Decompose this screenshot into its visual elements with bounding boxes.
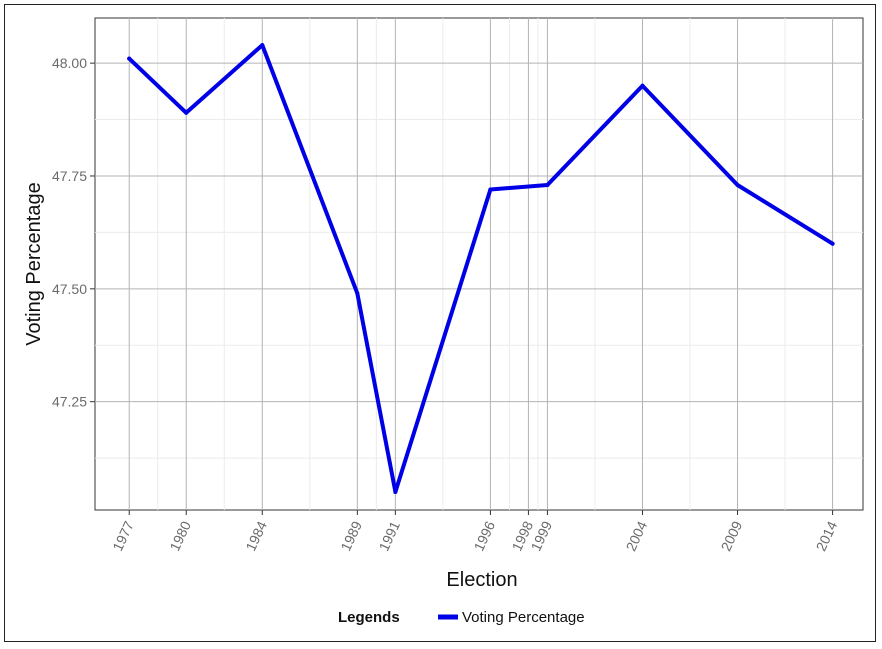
chart-frame: [4, 4, 876, 642]
data-point: [260, 43, 265, 48]
y-tick-label: 47.75: [52, 168, 87, 184]
y-tick-label: 47.50: [52, 281, 87, 297]
x-tick-label: 2004: [623, 518, 651, 553]
series-layer: [127, 43, 835, 494]
y-tick-label: 47.25: [52, 394, 87, 410]
x-tick-label: 1977: [109, 518, 137, 553]
major-grid: [95, 18, 863, 510]
x-tick-label: 1991: [375, 518, 403, 553]
data-point: [127, 56, 132, 61]
data-point: [488, 187, 493, 192]
series-line-voting-percentage: [127, 43, 835, 494]
data-point: [735, 183, 740, 188]
x-tick-label: 1980: [166, 518, 194, 553]
x-tick-label: 2014: [813, 518, 841, 553]
x-tick-label: 1989: [337, 518, 365, 553]
legend-title: Legends: [338, 609, 400, 626]
legend-label-voting-percentage: Voting Percentage: [462, 609, 585, 626]
plot-panel: [94, 17, 864, 511]
y-tick-label: 48.00: [52, 55, 87, 71]
y-axis: 47.25 47.50 47.75 48.00: [52, 55, 95, 410]
data-point: [393, 489, 398, 494]
x-axis-title: Election: [446, 569, 517, 591]
data-point: [830, 241, 835, 246]
y-axis-title: Voting Percentage: [23, 182, 45, 345]
data-point: [184, 110, 189, 115]
x-tick-label: 1984: [242, 518, 270, 553]
x-tick-label: 1996: [470, 518, 498, 553]
data-point: [355, 291, 360, 296]
data-point: [640, 83, 645, 88]
data-point: [545, 183, 550, 188]
legend: Legends Voting Percentage: [338, 609, 585, 626]
x-tick-label: 2009: [718, 518, 746, 553]
